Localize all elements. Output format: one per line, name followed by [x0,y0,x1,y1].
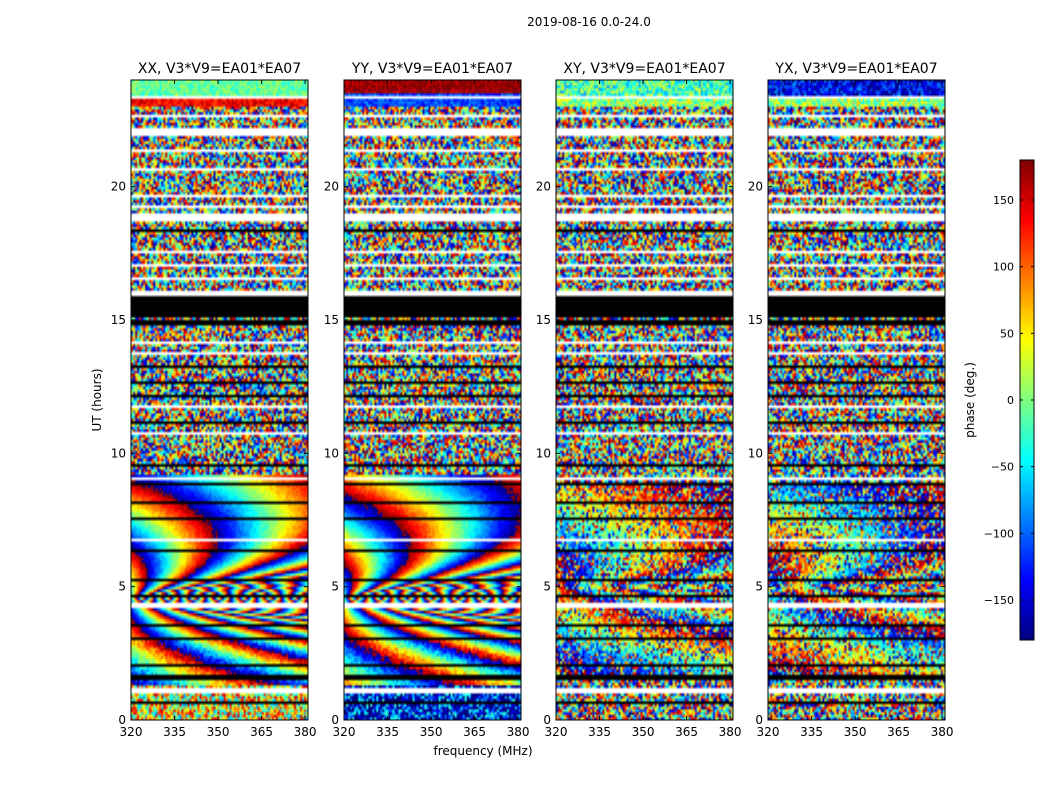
figure-suptitle: 2019-08-16 0.0-24.0 [527,15,651,29]
x-tick-label: 320 [545,725,568,739]
y-tick-label: 20 [111,180,126,194]
panel-yy: YY, V3*V9=EA01*EA07 320 335 350 365 380 0 5 10 15… [324,61,530,739]
colorbar-tick-label: 50 [1000,327,1014,340]
y-tick-label: 15 [111,313,126,327]
x-tick-label: 350 [207,725,230,739]
phase-heatmap-xy [556,80,733,720]
x-tick-label: 335 [376,725,399,739]
y-tick-label: 5 [755,580,763,594]
y-tick-label: 0 [118,713,126,727]
y-tick-label: 0 [543,713,551,727]
y-tick-label: 10 [748,446,763,460]
panel-title: YY, V3*V9=EA01*EA07 [351,61,513,77]
panel-title: XY, V3*V9=EA01*EA07 [563,61,725,77]
colorbar-tick-label: 100 [993,261,1014,274]
panel-title: YX, V3*V9=EA01*EA07 [774,61,937,77]
panel-frame [555,79,734,721]
x-tick-label: 380 [719,725,742,739]
x-tick-label: 335 [800,725,823,739]
colorbar-tick-label: −150 [984,594,1014,607]
y-tick-label: 10 [536,446,551,460]
y-tick-label: 0 [331,713,339,727]
panel-yx: YX, V3*V9=EA01*EA07 320 335 350 365 380 0 5 10 15… [748,61,954,739]
colorbar-tick-label: 150 [993,194,1014,207]
colorbar-tick-label: 0 [1007,394,1014,407]
y-tick-label: 10 [111,446,126,460]
x-tick-label: 380 [507,725,530,739]
x-tick-label: 335 [588,725,611,739]
x-tick-label: 365 [250,725,273,739]
phase-heatmap-yy [344,80,521,720]
y-tick-label: 0 [755,713,763,727]
panel-xy: XY, V3*V9=EA01*EA07 320 335 350 365 380 0 5 10 15… [536,61,742,739]
x-tick-label: 380 [931,725,954,739]
panel-frame [343,79,522,721]
x-tick-label: 350 [420,725,443,739]
colorbar: 150 100 50 0 −50 −100 −150 [984,159,1035,641]
panel-title: XX, V3*V9=EA01*EA07 [138,61,301,77]
phase-heatmap-yx [768,80,945,720]
x-tick-label: 320 [333,725,356,739]
panels: XX, V3*V9=EA01*EA07 320 335 350 365 380 0 5 10 15… [111,61,954,739]
y-tick-label: 20 [748,180,763,194]
y-tick-label: 15 [536,313,551,327]
x-tick-label: 365 [463,725,486,739]
y-tick-label: 5 [543,580,551,594]
y-tick-label: 5 [118,580,126,594]
y-tick-label: 15 [748,313,763,327]
x-tick-label: 335 [163,725,186,739]
panel-frame [130,79,309,721]
x-tick-label: 350 [844,725,867,739]
y-tick-label: 20 [536,180,551,194]
phase-heatmap-xx [131,80,308,720]
y-axis-label: UT (hours) [90,368,104,431]
y-tick-label: 20 [324,180,339,194]
x-tick-label: 320 [757,725,780,739]
x-axis-label: frequency (MHz) [433,744,532,758]
panel-frame [767,79,946,721]
y-tick-label: 10 [324,446,339,460]
panel-xx: XX, V3*V9=EA01*EA07 320 335 350 365 380 0 5 10 15… [111,61,317,739]
colorbar-tick-label: −50 [991,461,1014,474]
colorbar-label: phase (deg.) [963,362,977,438]
x-tick-label: 365 [675,725,698,739]
x-tick-label: 350 [632,725,655,739]
colorbar-tick-label: −100 [984,527,1014,540]
x-tick-label: 380 [294,725,317,739]
x-tick-label: 365 [887,725,910,739]
y-tick-label: 5 [331,580,339,594]
x-tick-label: 320 [120,725,143,739]
y-tick-label: 15 [324,313,339,327]
colorbar-gradient [1020,160,1034,640]
